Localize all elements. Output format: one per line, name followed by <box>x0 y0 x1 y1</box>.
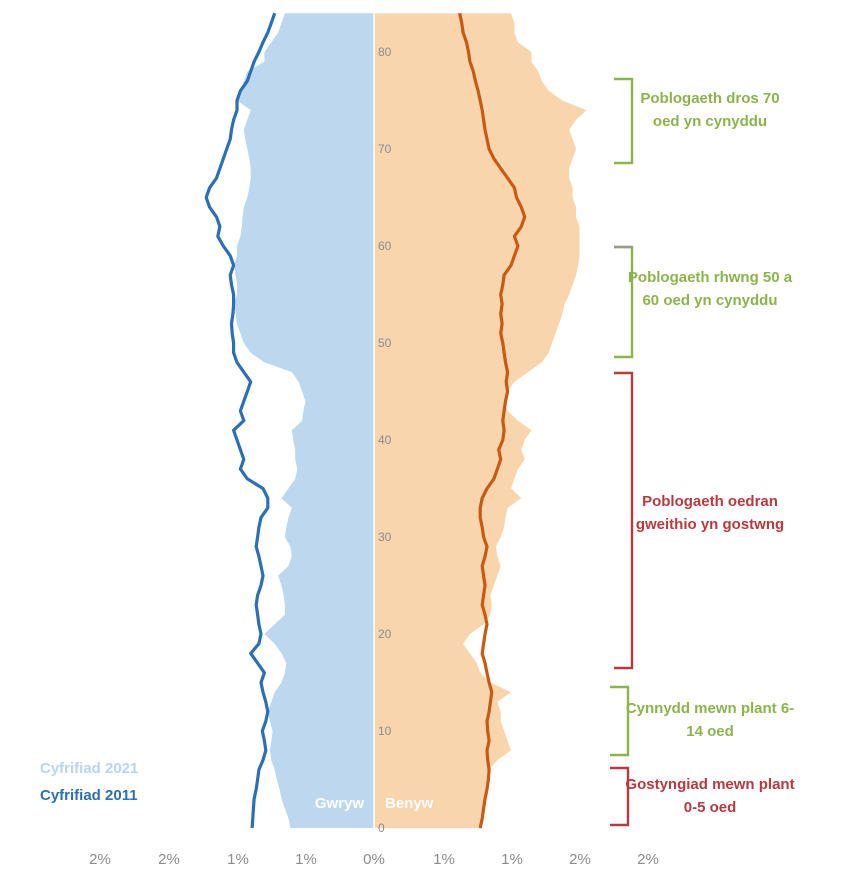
legend-census-2011: Cyfrifiad 2011 <box>40 787 138 804</box>
annotation-working-age: Poblogaeth oedran gweithio yn gostwng <box>635 493 785 533</box>
percent-tick-label: 1% <box>433 851 455 868</box>
percent-tick-label: 0% <box>363 851 385 868</box>
age-tick-label: 30 <box>378 530 392 544</box>
age-tick-label: 20 <box>378 627 392 641</box>
bracket-children-6-14 <box>610 685 630 757</box>
age-tick-label: 70 <box>378 142 392 156</box>
female-2011-line <box>458 12 527 829</box>
bracket-children-0-5 <box>610 766 630 827</box>
female-side-label: Benyw <box>385 795 434 812</box>
age-tick-label: 10 <box>378 724 392 738</box>
percent-tick-label: 2% <box>569 851 591 868</box>
percent-tick-label: 1% <box>295 851 317 868</box>
age-tick-label: 80 <box>378 45 392 59</box>
female-2021-area <box>374 13 587 828</box>
age-tick-label: 40 <box>378 433 392 447</box>
age-tick-label: 60 <box>378 239 392 253</box>
age-tick-label: 0 <box>378 821 385 835</box>
percent-tick-label: 1% <box>501 851 523 868</box>
age-tick-label: 50 <box>378 336 392 350</box>
age-axis: 0 10 20 30 40 50 60 70 80 <box>378 45 392 835</box>
annotation-over-70: Poblogaeth dros 70 oed yn cynyddu <box>640 90 780 130</box>
bracket-over-70 <box>614 77 634 165</box>
percent-tick-label: 2% <box>89 851 111 868</box>
percent-axis: 2% 2% 1% 1% 0% 1% 1% 2% 2% <box>89 851 659 868</box>
area-layer <box>233 13 587 828</box>
male-side-label: Gwryw <box>315 795 365 812</box>
percent-tick-label: 1% <box>227 851 249 868</box>
line-layer <box>204 12 527 829</box>
percent-tick-label: 2% <box>637 851 659 868</box>
male-2011-line <box>204 12 277 829</box>
annotation-50-60: Poblogaeth rhwng 50 a 60 oed yn cynyddu <box>627 269 793 309</box>
bracket-working-age <box>614 371 634 670</box>
male-2021-area <box>233 13 374 828</box>
legend-census-2021: Cyfrifiad 2021 <box>40 760 139 777</box>
percent-tick-label: 2% <box>158 851 180 868</box>
annotation-children-6-14: Cynnydd mewn plant 6-14 oed <box>625 700 795 740</box>
annotation-children-0-5: Gostyngiad mewn plant 0-5 oed <box>625 776 795 816</box>
bracket-layer <box>610 77 634 827</box>
